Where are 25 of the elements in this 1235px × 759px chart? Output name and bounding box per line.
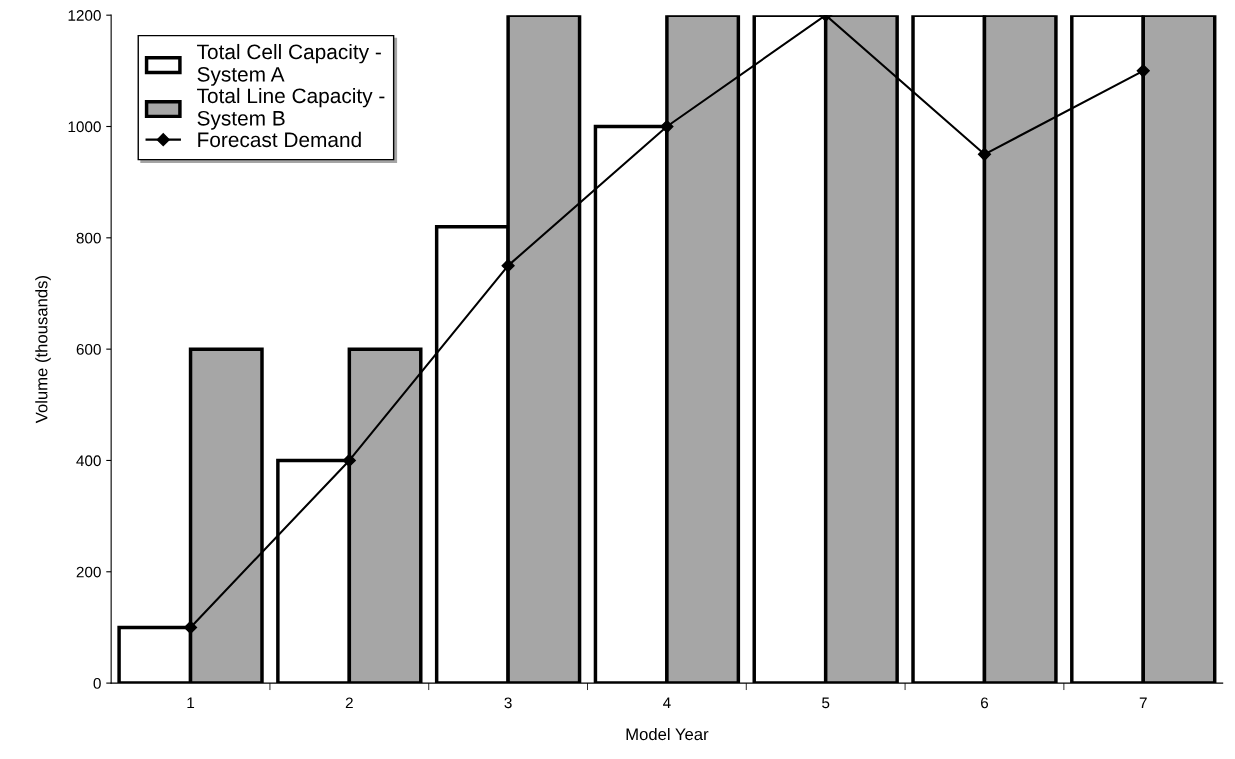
y-tick-label: 800 bbox=[76, 232, 101, 244]
point bbox=[1136, 64, 1150, 78]
legend-label: Total Line Capacity - System B bbox=[197, 87, 385, 130]
y-tick-label: 400 bbox=[76, 455, 101, 467]
legend-label: Total Cell Capacity - System A bbox=[197, 43, 381, 86]
x-tick-label: 2 bbox=[345, 697, 353, 709]
x-tick-label: 1 bbox=[187, 697, 195, 709]
x-tick-label: 4 bbox=[663, 697, 671, 709]
legend-label: Forecast Demand bbox=[198, 131, 361, 148]
y-axis-title: Volume (thousands) bbox=[35, 276, 51, 424]
y-tick-label: 200 bbox=[76, 566, 101, 578]
point bbox=[342, 453, 356, 468]
x-axis-title: Model Year bbox=[626, 727, 709, 741]
y-tick-label: 0 bbox=[93, 677, 101, 689]
point bbox=[183, 620, 198, 635]
x-tick-label: 5 bbox=[822, 697, 830, 709]
x-tick-label: 6 bbox=[981, 697, 989, 709]
point bbox=[501, 259, 515, 273]
point bbox=[660, 119, 674, 134]
point bbox=[977, 147, 992, 161]
x-tick-label: 7 bbox=[1139, 697, 1147, 709]
y-tick-label: 1200 bbox=[68, 10, 101, 21]
y-tick-label: 1000 bbox=[68, 121, 101, 133]
x-tick-label: 3 bbox=[504, 697, 512, 709]
y-tick-label: 600 bbox=[76, 344, 101, 355]
